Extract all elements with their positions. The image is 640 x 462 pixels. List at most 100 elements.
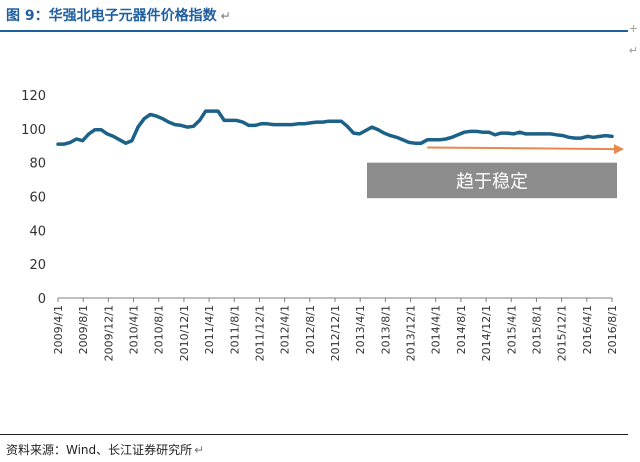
data-point: [62, 142, 66, 146]
data-point: [155, 114, 158, 118]
annotation: 趋于稳定: [367, 144, 624, 199]
y-tick-label: 60: [29, 191, 46, 206]
data-point: [475, 130, 478, 133]
data-point: [420, 142, 423, 145]
data-point: [506, 131, 509, 135]
x-tick-label: 2009/4/1: [52, 305, 65, 354]
data-point: [204, 109, 207, 113]
data-point: [549, 132, 552, 136]
data-point: [272, 123, 275, 126]
x-tick-label: 2011/12/1: [253, 305, 266, 361]
annotation-text: 趋于稳定: [456, 171, 528, 192]
data-point: [592, 136, 595, 139]
data-point: [580, 136, 583, 140]
data-point: [561, 134, 564, 137]
figure-title: 图 9：华强北电子元器件价格指数 ↵: [6, 5, 231, 25]
data-point: [407, 141, 411, 144]
data-point: [370, 125, 374, 129]
y-tick-label: 120: [21, 89, 46, 104]
data-point: [198, 119, 201, 122]
data-point: [383, 131, 386, 135]
x-tick-label: 2014/4/1: [430, 305, 443, 354]
y-axis: 0 20 40 60 80 100 120: [21, 89, 46, 307]
data-point: [56, 142, 60, 146]
data-point: [333, 120, 337, 123]
title-divider: [0, 30, 628, 32]
data-point: [389, 134, 392, 137]
data-point: [136, 125, 140, 129]
x-axis: 2009/4/1 2009/8/1 2009/12/1 2010/4/1 2010/8/…: [52, 297, 619, 361]
x-tick-label: 2015/12/1: [556, 305, 569, 361]
data-point: [364, 129, 367, 132]
data-point: [210, 109, 214, 113]
data-point: [444, 137, 447, 141]
data-point: [346, 125, 349, 128]
data-point: [247, 124, 250, 127]
data-point: [290, 123, 294, 126]
data-point: [309, 121, 312, 125]
data-point: [296, 122, 300, 126]
y-tick-label: 100: [21, 123, 46, 138]
data-point: [229, 119, 232, 122]
data-point: [413, 142, 417, 145]
x-tick-label: 2011/8/1: [228, 305, 241, 354]
data-point: [321, 120, 324, 124]
data-point: [536, 132, 540, 136]
x-tick-label: 2013/8/1: [379, 305, 392, 354]
x-tick-label: 2014/12/1: [480, 305, 493, 361]
x-tick-label: 2010/8/1: [153, 305, 166, 354]
trend-arrow-head: [614, 144, 624, 155]
trend-arrow-line: [427, 146, 617, 151]
source-text: 资料来源：Wind、长江证券研究所: [6, 443, 193, 457]
data-point: [567, 136, 571, 139]
data-point: [112, 135, 115, 138]
x-tick-label: 2009/12/1: [102, 305, 115, 361]
data-point: [438, 138, 441, 141]
data-point: [524, 132, 527, 136]
annotation-box: [367, 162, 617, 199]
data-point: [340, 120, 343, 123]
data-point: [493, 133, 497, 136]
data-point: [149, 113, 152, 116]
data-point: [530, 132, 534, 136]
data-point: [81, 139, 84, 142]
data-point: [500, 131, 503, 135]
bottom-divider: [0, 434, 628, 435]
data-point: [253, 124, 257, 127]
x-tick-label: 2012/4/1: [279, 305, 292, 354]
x-tick-label: 2013/4/1: [354, 305, 367, 354]
x-tick-label: 2009/8/1: [77, 305, 90, 354]
data-point: [586, 135, 589, 138]
series-line: [56, 109, 614, 146]
data-point: [106, 132, 109, 136]
data-point: [266, 122, 269, 126]
data-point: [241, 120, 244, 124]
data-point: [118, 138, 121, 141]
data-point: [278, 123, 281, 126]
data-point: [555, 133, 558, 136]
x-tick-label: 2012/8/1: [304, 305, 317, 354]
data-point: [75, 137, 78, 141]
data-point: [186, 125, 189, 129]
data-point: [192, 125, 195, 128]
x-tick-label: 2014/8/1: [455, 305, 468, 354]
data-point: [481, 131, 484, 134]
data-point: [223, 119, 226, 122]
data-point: [315, 120, 318, 124]
data-point: [376, 128, 380, 131]
source-note: 资料来源：Wind、长江证券研究所 ↵: [6, 441, 204, 458]
data-point: [463, 131, 466, 134]
side-mark-return: ↵: [628, 44, 638, 57]
data-point: [598, 135, 601, 138]
data-point: [69, 141, 72, 144]
data-point: [573, 136, 577, 140]
x-tick-label: 2016/8/1: [606, 305, 619, 354]
x-tick-label: 2013/12/1: [405, 305, 418, 361]
data-point: [216, 109, 220, 113]
data-point: [610, 135, 614, 138]
data-point: [93, 128, 97, 131]
y-tick-label: 20: [29, 258, 46, 273]
data-point: [512, 132, 515, 136]
y-tick-label: 40: [29, 224, 46, 239]
